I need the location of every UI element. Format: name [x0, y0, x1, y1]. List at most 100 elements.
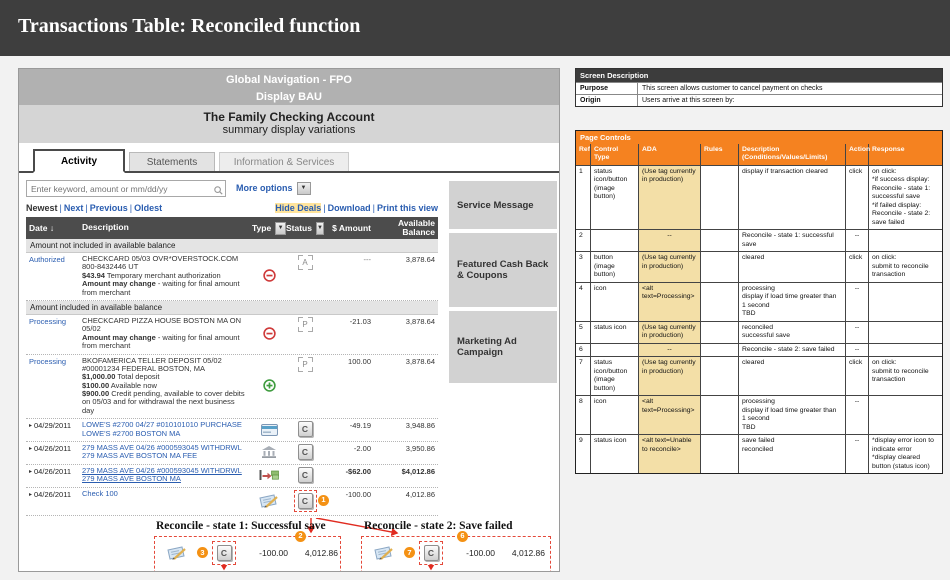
cleared-status-button[interactable]: C [298, 467, 313, 483]
page-controls-table: Page Controls RefControl TypeADARulesDes… [575, 130, 943, 474]
transaction-type-cell [252, 490, 286, 512]
credit-icon [263, 357, 276, 416]
page-controls-row-5: 5status icon(Use tag currently in produc… [576, 321, 942, 343]
pc-action: -- [846, 344, 869, 356]
transaction-balance: 3,950.86 [376, 444, 438, 461]
transaction-description-cell: CHECKCARD 05/03 OVR*OVERSTOCK.COM 800-84… [82, 255, 252, 297]
pagination-link-previous[interactable]: Previous [90, 203, 128, 213]
step-amount: -100.00 [246, 548, 288, 558]
status-filter-dropdown-icon[interactable]: ▼ [316, 222, 324, 235]
pc-description: processing display if load time greater … [739, 283, 846, 321]
view-link-print-this-view[interactable]: Print this view [377, 203, 438, 213]
transaction-balance: 3,878.64 [376, 317, 438, 351]
cleared-status-button[interactable]: C [298, 444, 313, 460]
cleared-status-button[interactable]: C [298, 421, 313, 437]
account-header: The Family Checking Account summary disp… [19, 105, 559, 143]
transaction-date-label[interactable]: Processing [29, 357, 66, 366]
account-title: The Family Checking Account [19, 110, 559, 124]
pc-response: on click: submit to reconcile transactio… [869, 357, 942, 395]
pc-response: on click: submit to reconcile transactio… [869, 252, 942, 281]
card-icon [261, 421, 278, 438]
column-header-balance: Available Balance [376, 219, 438, 237]
page-controls-column-2: Control Type [591, 144, 639, 165]
page-controls-row-1: 1status icon/button (image button)(Use t… [576, 165, 942, 229]
tab-information-services[interactable]: Information & Services [219, 152, 349, 171]
pagination-links: Newest|Next|Previous|Oldest [26, 203, 162, 213]
transaction-description-cell: 279 MASS AVE 04/26 #000593045 WITHDRWL 2… [82, 444, 252, 461]
pc-description: save failed reconciled [739, 435, 846, 473]
more-options-dropdown-icon[interactable]: ▼ [297, 182, 311, 195]
transaction-balance: 3,878.64 [376, 357, 438, 416]
pc-control-type: status icon/button (image button) [591, 166, 639, 229]
transactions-table: Date ↓ Description Type ▼ Status ▼ $ Amo… [26, 217, 438, 516]
account-subtitle: summary display variations [19, 124, 559, 136]
pc-rules [701, 435, 739, 473]
transaction-type-cell [252, 255, 286, 297]
column-header-description: Description [82, 223, 252, 233]
view-link-hide-deals[interactable]: Hide Deals [275, 203, 321, 213]
pc-ref: 2 [576, 230, 591, 251]
transaction-status-cell: C [286, 467, 324, 484]
transaction-date-cell: ▸04/29/2011 [26, 421, 82, 438]
page-title: Transactions Table: Reconciled function [0, 0, 950, 38]
pc-ada: <alt text=Processing> [639, 396, 701, 434]
pc-control-type: icon [591, 396, 639, 434]
tab-statements[interactable]: Statements [129, 152, 215, 171]
pc-action: -- [846, 322, 869, 343]
transaction-description-cell: CHECKCARD PIZZA HOUSE BOSTON MA ON 05/02… [82, 317, 252, 351]
column-header-status: Status ▼ [286, 222, 324, 235]
transaction-row: ▸04/26/2011 279 MASS AVE 04/26 #000593045… [26, 465, 438, 488]
annotation-badge-7: 7 [404, 547, 415, 558]
transaction-date-label[interactable]: Authorized [29, 255, 65, 264]
expand-row-icon[interactable]: ▸ [29, 446, 32, 452]
transaction-status-cell: P [286, 317, 324, 351]
pc-rules [701, 230, 739, 251]
transaction-description-link[interactable]: 279 MASS AVE 04/26 #000593045 WITHDRWL 2… [82, 467, 246, 484]
pagination-link-oldest[interactable]: Oldest [134, 203, 162, 213]
page-controls-row-8: 8icon<alt text=Processing>processing dis… [576, 395, 942, 434]
cleared-status-button[interactable]: C [298, 493, 313, 509]
transaction-description-link[interactable]: 279 MASS AVE 04/26 #000593045 WITHDRWL 2… [82, 444, 246, 461]
right-rail-box-1: Service Message [449, 181, 557, 229]
pc-action: click [846, 357, 869, 395]
page-controls-row-3: 3button (image button)(Use tag currently… [576, 251, 942, 281]
table-section-row: Amount not included in available balance [26, 239, 438, 253]
transaction-description-cell: Check 100 [82, 490, 252, 512]
transaction-description-link[interactable]: Check 100 [82, 490, 246, 498]
link-separator: | [130, 203, 132, 213]
expand-row-icon[interactable]: ▸ [29, 423, 32, 429]
transaction-balance: 3,948.86 [376, 421, 438, 438]
pc-control-type: icon [591, 283, 639, 321]
transaction-date-cell: ▸04/26/2011 [26, 444, 82, 461]
pagination-link-newest[interactable]: Newest [26, 203, 58, 213]
transaction-row: ▸04/26/2011279 MASS AVE 04/26 #000593045… [26, 442, 438, 465]
transaction-row: ▸04/29/2011LOWE'S #2700 04/27 #010101010… [26, 419, 438, 442]
expand-row-icon[interactable]: ▸ [29, 492, 32, 498]
transaction-description-link[interactable]: LOWE'S #2700 04/27 #010101010 PURCHASE L… [82, 421, 246, 438]
search-input[interactable] [26, 180, 226, 197]
step-amount: -100.00 [453, 548, 495, 558]
pc-description: reconciled successful save [739, 322, 846, 343]
transaction-date-label[interactable]: Processing [29, 317, 66, 326]
expand-row-icon[interactable]: ▸ [29, 469, 32, 475]
tab-activity[interactable]: Activity [33, 149, 125, 173]
more-options-link[interactable]: More options [236, 183, 293, 193]
page-controls-row-2: 2--Reconcile - state 1: successful save-… [576, 229, 942, 251]
search-row: More options ▼ [26, 179, 311, 197]
reconcile-state-title-1: Reconcile - state 1: Successful save [156, 520, 326, 532]
type-filter-dropdown-icon[interactable]: ▼ [275, 222, 286, 235]
pc-response: *display error icon to indicate error *d… [869, 435, 942, 473]
view-link-download[interactable]: Download [328, 203, 371, 213]
cleared-status-button[interactable]: C [217, 545, 232, 561]
pagination-link-next[interactable]: Next [64, 203, 84, 213]
reconcile-step-row: 7C-100.004,012.86 [362, 541, 550, 565]
transaction-date-label: 04/26/2011 [34, 467, 71, 476]
column-header-date[interactable]: Date ↓ [26, 224, 82, 233]
pc-rules [701, 344, 739, 356]
pc-ada: -- [639, 230, 701, 251]
global-nav-line2: Display BAU [19, 89, 559, 106]
cleared-status-button[interactable]: C [424, 545, 439, 561]
reconcile-state-title-2: Reconcile - state 2: Save failed [364, 520, 513, 532]
transaction-date-label: 04/26/2011 [34, 490, 71, 499]
pc-control-type [591, 344, 639, 356]
